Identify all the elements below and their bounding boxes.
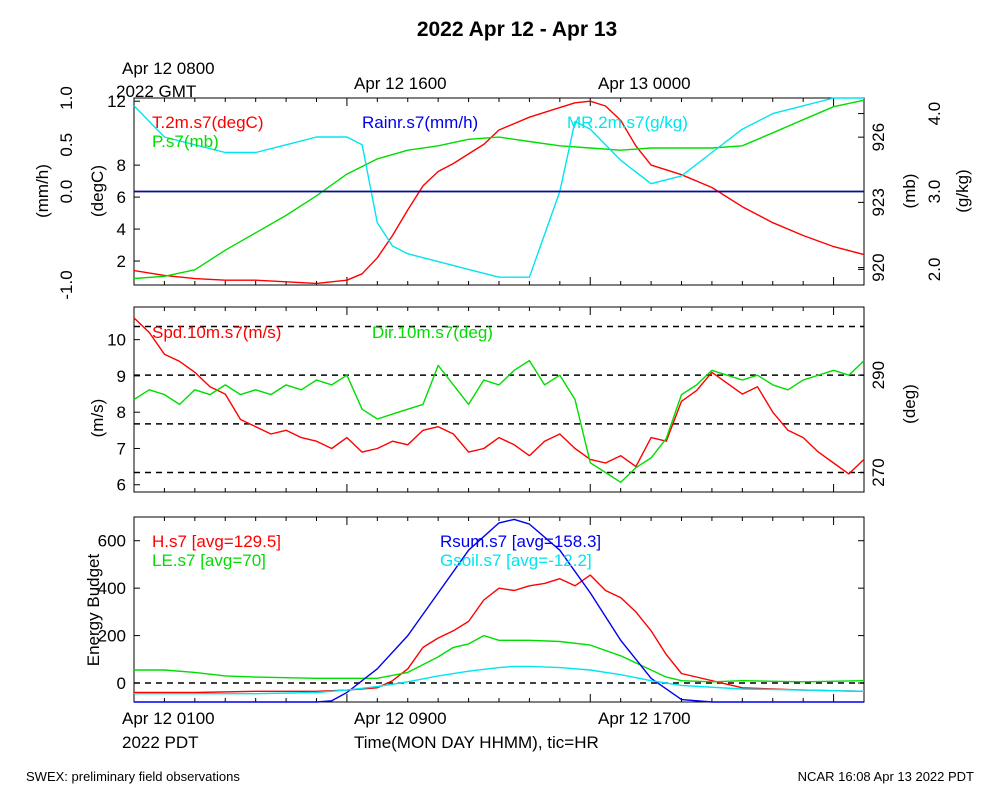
spd-tick-label: 6 [117,476,126,495]
energy-tick-label: 600 [98,532,126,551]
bottom-tick-label-0: Apr 12 0100 [122,709,215,728]
series-line-0 [133,317,865,475]
series-line-1 [134,634,865,683]
spd-tick-label: 9 [117,367,126,386]
dir-axis-label: (deg) [900,384,919,424]
rain-tick-label: -1.0 [57,270,76,299]
top-tick-label-2: Apr 13 0000 [598,74,691,93]
energy-axis-label: Energy Budget [84,553,103,666]
temp-tick-label: 2 [117,252,126,271]
top-timezone-label: 2022 GMT [116,82,196,101]
panel3-series-lines [134,518,865,703]
spd-tick-label: 10 [107,331,126,350]
legend-mixing-ratio: MR.2m.s7(g/kg) [567,113,688,132]
energy-tick-label: 0 [117,674,126,693]
series-line-2 [134,518,864,703]
energy-tick-label: 200 [98,627,126,646]
temp-tick-label: 6 [117,188,126,207]
legend-wind-speed: Spd.10m.s7(m/s) [152,323,281,342]
panel-wind: (m/s) (deg) 10 9 8 7 6 290 270 Spd.10m.s7(m/s)… [88,306,919,495]
legend-pressure: P.s7(mb) [152,132,219,151]
bottom-timezone-label: 2022 PDT [122,733,199,752]
legend-rain: Rainr.s7(mm/h) [362,113,478,132]
panel1-tick-labels: 1.0 0.5 0.0 -1.0 12 8 6 4 2 926 923 920 4.0 3.0 2.0 [57,86,944,299]
legend-temperature: T.2m.s7(degC) [152,113,263,132]
legend-sensible-heat: H.s7 [avg=129.5] [152,532,281,551]
temp-axis-label: (degC) [88,165,107,217]
legend-soil-heat: Gsoil.s7 [avg=-12.2] [440,551,592,570]
legend-wind-direction: Dir.10m.s7(deg) [372,323,493,342]
temp-tick-label: 8 [117,156,126,175]
spd-axis-label: (m/s) [88,399,107,438]
panel2-series-lines [133,317,865,483]
series-line-1 [133,99,865,280]
legend-latent-heat: LE.s7 [avg=70] [152,551,266,570]
rain-tick-label: 0.5 [57,133,76,157]
mr-tick-label: 2.0 [925,258,944,282]
x-axis-label: Time(MON DAY HHMM), tic=HR [354,733,599,752]
temp-tick-label: 4 [117,220,126,239]
series-line-1 [133,359,865,483]
footer-right: NCAR 16:08 Apr 13 2022 PDT [798,769,974,784]
panel-temperature-pressure: (mm/h) (degC) (mb) (g/kg) 1.00.50.0-1.01… [33,86,972,299]
series-line-3 [134,665,865,695]
series-line-0 [134,574,865,694]
panel3-tick-labels: 600 400 200 0 [98,532,126,693]
pres-tick-label: 923 [869,188,888,216]
chart-title: 2022 Apr 12 - Apr 13 [417,18,617,41]
pres-tick-label: 926 [869,123,888,151]
temp-tick-label: 12 [107,92,126,111]
spd-tick-label: 7 [117,439,126,458]
mr-tick-label: 3.0 [925,180,944,204]
panel3-tick-marks [133,517,865,702]
rain-tick-label: 0.0 [57,180,76,204]
pres-tick-label: 920 [869,253,888,281]
panel2-tick-labels: 10 9 8 7 6 290 270 [107,331,888,495]
top-tick-label-1: Apr 12 1600 [354,74,447,93]
energy-tick-label: 400 [98,579,126,598]
dir-tick-label: 290 [869,361,888,389]
rain-tick-label: 1.0 [57,86,76,110]
panel2-reference-lines [134,325,864,474]
spd-tick-label: 8 [117,403,126,422]
series-line-0 [133,100,865,285]
legend-net-radiation: Rsum.s7 [avg=158.3] [440,532,601,551]
rain-axis-label: (mm/h) [33,164,52,218]
panel2-tick-marks [133,307,865,492]
pres-axis-label: (mb) [900,174,919,209]
mr-tick-label: 4.0 [925,102,944,126]
series-line-2 [133,97,864,278]
top-tick-label-0: Apr 12 0800 [122,59,215,78]
panel-energy-budget: Energy Budget 600 400 200 0 H.s7 [avg=129.5… [84,516,865,703]
footer-left: SWEX: preliminary field observations [26,769,240,784]
mr-axis-label: (g/kg) [953,169,972,212]
bottom-tick-label-2: Apr 12 1700 [598,709,691,728]
panel1-series-lines [133,97,865,285]
bottom-tick-label-1: Apr 12 0900 [354,709,447,728]
dir-tick-label: 270 [869,458,888,486]
